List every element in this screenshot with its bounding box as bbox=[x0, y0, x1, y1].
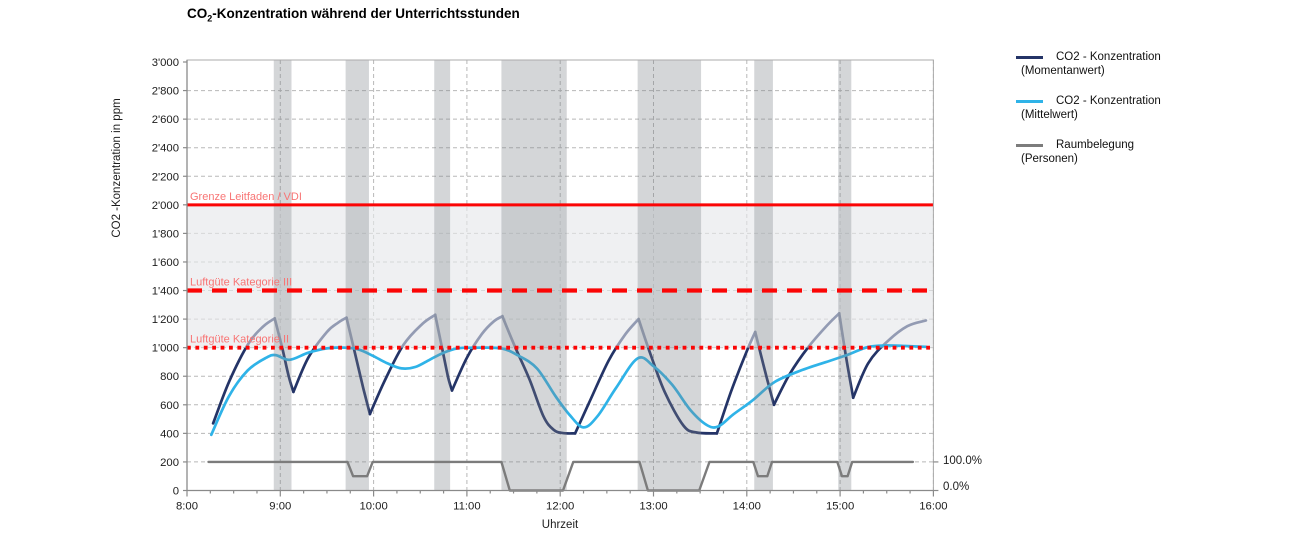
x-axis-title: Uhrzeit bbox=[541, 519, 579, 531]
break-band bbox=[501, 60, 567, 491]
reference-line-label: Grenze Leitfaden / VDI bbox=[190, 191, 302, 203]
reference-line-label: Luftgüte Kategorie III bbox=[190, 277, 292, 289]
quality-band-overlay bbox=[187, 204, 934, 348]
legend-label-line2: (Personen) bbox=[1021, 153, 1078, 165]
x-tick-label: 13:00 bbox=[639, 501, 667, 513]
y-tick-label: 2'200 bbox=[152, 171, 179, 183]
right-axis-label-100: 100.0% bbox=[943, 455, 983, 467]
momentanwert-line-swatch bbox=[1016, 55, 1043, 59]
x-tick-label: 8:00 bbox=[176, 501, 198, 513]
break-band bbox=[345, 60, 369, 491]
chart-title-rest: -Konzentration während der Unterrichtsst… bbox=[212, 6, 520, 21]
y-tick-label: 1'400 bbox=[152, 286, 179, 298]
y-tick-label: 600 bbox=[160, 400, 179, 412]
reference-line-label: Luftgüte Kategorie II bbox=[190, 334, 289, 346]
legend-label: Raumbelegung bbox=[1056, 139, 1135, 151]
y-tick-label: 800 bbox=[160, 371, 179, 383]
y-tick-label: 1'800 bbox=[152, 228, 179, 240]
y-tick-label: 2'800 bbox=[152, 86, 179, 98]
break-band bbox=[434, 60, 451, 491]
mittelwert-line bbox=[209, 344, 928, 437]
break-band bbox=[838, 60, 852, 491]
x-tick-label: 9:00 bbox=[269, 501, 291, 513]
chart-title-prefix: CO bbox=[187, 6, 208, 21]
x-tick-label: 11:00 bbox=[453, 501, 480, 513]
legend-label-line2: (Momentanwert) bbox=[1021, 65, 1105, 77]
raumbelegung-line-swatch bbox=[1016, 143, 1043, 147]
chart-title: CO2-Konzentration während der Unterricht… bbox=[187, 6, 520, 24]
y-tick-label: 0 bbox=[173, 486, 179, 498]
y-tick-label: 2'000 bbox=[152, 200, 179, 212]
x-tick-label: 12:00 bbox=[546, 501, 574, 513]
legend: CO2 - Konzentration (Momentanwert) CO2 -… bbox=[1016, 50, 1226, 182]
x-tick-label: 14:00 bbox=[733, 501, 761, 513]
legend-item-raumbelegung: Raumbelegung (Personen) bbox=[1016, 138, 1226, 166]
break-band bbox=[754, 60, 773, 491]
x-tick-label: 10:00 bbox=[359, 501, 387, 513]
legend-label-line2: (Mittelwert) bbox=[1021, 109, 1078, 121]
legend-item-mittelwert: CO2 - Konzentration (Mittelwert) bbox=[1016, 94, 1226, 122]
chart-title-subscript: 2 bbox=[207, 13, 213, 24]
right-axis-label-0: 0.0% bbox=[943, 481, 970, 493]
y-tick-label: 200 bbox=[160, 457, 179, 469]
legend-label: CO2 - Konzentration bbox=[1056, 51, 1161, 63]
legend-label: CO2 - Konzentration bbox=[1056, 95, 1161, 107]
y-tick-label: 1'200 bbox=[152, 314, 179, 326]
momentanwert-line bbox=[637, 317, 719, 435]
y-tick-label: 1'000 bbox=[152, 343, 179, 355]
legend-item-momentanwert: CO2 - Konzentration (Momentanwert) bbox=[1016, 50, 1226, 78]
y-tick-label: 2'400 bbox=[152, 143, 179, 155]
y-tick-label: 2'600 bbox=[152, 114, 179, 126]
x-tick-label: 16:00 bbox=[919, 501, 947, 513]
y-tick-label: 1'600 bbox=[152, 257, 179, 269]
break-band bbox=[273, 60, 292, 491]
x-tick-label: 15:00 bbox=[826, 501, 854, 513]
mittelwert-line-swatch bbox=[1016, 99, 1043, 103]
y-tick-label: 400 bbox=[160, 428, 179, 440]
y-tick-label: 3'000 bbox=[152, 57, 179, 69]
y-axis-title: CO2 -Konzentration in ppm bbox=[111, 98, 123, 238]
break-band bbox=[637, 60, 702, 491]
